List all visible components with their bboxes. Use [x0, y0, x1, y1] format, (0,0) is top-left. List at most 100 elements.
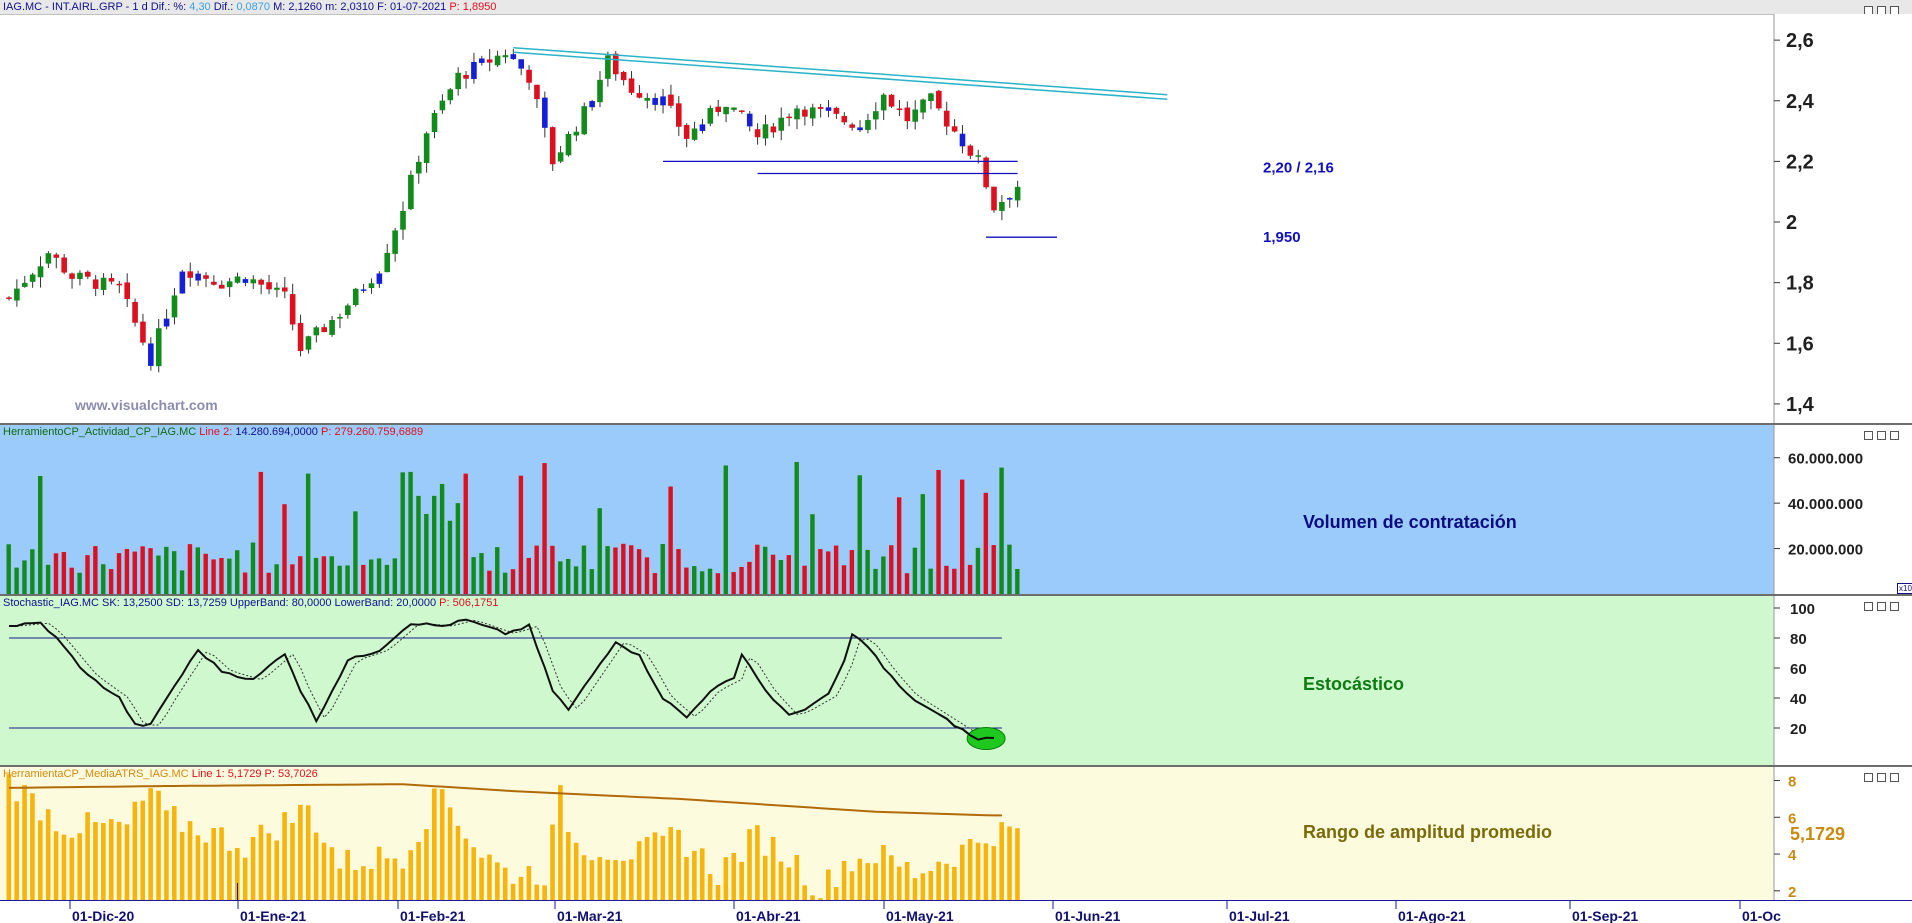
candle-body	[723, 106, 729, 115]
candle-body	[187, 271, 194, 278]
candle-body	[439, 100, 446, 111]
maximize-icon[interactable]	[1877, 431, 1886, 440]
minimize-icon[interactable]	[1864, 773, 1873, 782]
candle	[486, 49, 493, 72]
candle-body	[707, 108, 714, 124]
stochastic-tick-label: 60	[1790, 661, 1807, 678]
candle	[802, 106, 808, 126]
atr-bar	[471, 847, 477, 900]
volume-bar	[140, 546, 145, 594]
candle	[833, 106, 840, 119]
stochastic-window-buttons[interactable]	[1860, 598, 1908, 611]
volume-bar	[707, 568, 713, 594]
volume-header: HerramientoCP_Actividad_CP_IAG.MC Line 2…	[3, 426, 423, 438]
minimize-icon[interactable]	[1864, 602, 1873, 611]
candle	[108, 273, 115, 285]
volume-bar	[266, 572, 271, 594]
atr-bar	[999, 822, 1004, 900]
volume-bar	[896, 497, 902, 594]
atr-bar	[857, 858, 863, 900]
stochastic-tick-label: 20	[1790, 721, 1807, 738]
atr-window-buttons[interactable]	[1860, 769, 1908, 782]
candle-body	[274, 287, 280, 290]
candle	[652, 93, 658, 111]
volume-bar	[668, 486, 673, 594]
volume-bar	[802, 565, 807, 594]
volume-bar	[203, 553, 208, 594]
date-tick-label: 01-Jul-21	[1229, 908, 1290, 923]
volume-bar	[447, 520, 453, 594]
candle-body	[565, 133, 572, 156]
candle	[817, 103, 824, 118]
candle	[534, 84, 540, 109]
atr-bar	[235, 847, 240, 900]
volume-bar	[455, 503, 461, 594]
atr-bar	[1007, 826, 1012, 900]
volume-bar	[368, 559, 374, 594]
candle	[746, 111, 753, 132]
atr-bar	[912, 878, 918, 900]
candle	[163, 309, 170, 330]
price-tick-label: 2,2	[1786, 151, 1814, 173]
candle	[510, 48, 517, 61]
candle-body	[668, 94, 674, 106]
atr-bar	[565, 831, 571, 900]
atr-bar	[227, 850, 232, 900]
price-tick-label: 1,4	[1786, 394, 1815, 416]
atr-bar	[211, 828, 216, 900]
atr-bar	[77, 833, 83, 900]
candle-body	[778, 117, 785, 131]
price-panel: IAG.MC - INT.AIRL.GRP - 1 d Dif.: %: 4,3…	[0, 0, 1912, 423]
candle	[518, 59, 524, 76]
close-icon[interactable]	[1890, 773, 1899, 782]
volume-window-buttons[interactable]	[1860, 427, 1908, 440]
volume-bar	[762, 546, 768, 594]
date-tick-label: 01-Oc	[1742, 908, 1781, 923]
candle	[431, 110, 438, 139]
dif-pct-label: Dif.: %:	[150, 1, 187, 13]
atr-bar	[518, 876, 524, 900]
atr-bar	[676, 829, 681, 900]
maximize-icon[interactable]	[1877, 602, 1886, 611]
candle	[865, 113, 871, 134]
volume-bar	[282, 504, 287, 594]
atr-bar	[526, 866, 532, 900]
atr-bar	[762, 855, 768, 900]
volume-bar	[487, 570, 492, 594]
candle	[636, 85, 643, 99]
volume-bar	[904, 573, 910, 594]
atr-bar	[432, 788, 437, 900]
volume-bar	[889, 545, 894, 594]
atr-bar	[983, 843, 989, 900]
candle	[912, 100, 918, 130]
candle	[612, 51, 619, 81]
close-icon[interactable]	[1890, 431, 1899, 440]
atr-bar	[321, 842, 327, 900]
maximize-icon[interactable]	[1877, 773, 1886, 782]
candle	[723, 106, 729, 123]
volume-bar	[1015, 568, 1020, 594]
candle-body	[605, 55, 611, 79]
candle	[92, 275, 99, 297]
volume-bar	[1007, 544, 1012, 594]
atr-bar	[715, 884, 721, 900]
atr-bar	[841, 860, 847, 900]
candle	[21, 275, 28, 288]
candle	[439, 94, 446, 114]
minimize-icon[interactable]	[1864, 431, 1873, 440]
atr-bar	[833, 887, 839, 900]
candle-body	[345, 305, 351, 316]
atr-axis-bg	[1774, 767, 1912, 900]
candle	[415, 155, 422, 184]
volume-bar	[30, 549, 35, 594]
candle	[400, 201, 406, 240]
candle-body	[833, 107, 840, 114]
stochastic-header: Stochastic_IAG.MC SK: 13,2500 SD: 13,725…	[3, 597, 498, 609]
close-icon[interactable]	[1890, 602, 1899, 611]
atr-bar	[353, 869, 358, 900]
price-label: P:	[449, 1, 460, 13]
price-window-buttons[interactable]	[1860, 2, 1908, 15]
candle-body	[29, 274, 36, 282]
watermark: www.visualchart.com	[75, 397, 218, 413]
atr-bar	[810, 895, 815, 900]
